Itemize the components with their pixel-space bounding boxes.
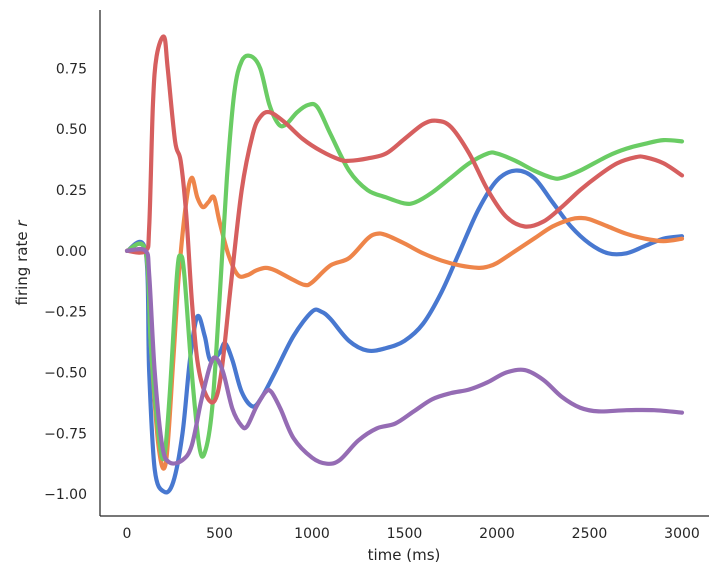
x-tick-label: 1500 [387, 526, 423, 542]
x-tick-label: 2000 [479, 526, 515, 542]
x-tick-label: 2500 [572, 526, 608, 542]
y-tick-label: 0.50 [56, 122, 87, 138]
y-tick-label: −1.00 [44, 487, 87, 503]
series-line-4 [124, 34, 685, 405]
y-tick-labels: 0.75 0.50 0.25 0.00 −0.25 −0.50 −0.75 −1.00 [44, 61, 87, 503]
y-tick-label: 0.00 [56, 244, 87, 260]
x-tick-label: 500 [206, 526, 233, 542]
y-axis-label: firing rate r [13, 220, 31, 306]
y-tick-label: 0.25 [56, 183, 87, 199]
y-tick-label: −0.50 [44, 365, 87, 381]
series-line-5 [124, 246, 685, 466]
series-lines [124, 34, 685, 495]
y-tick-label: −0.25 [44, 305, 87, 321]
x-tick-labels: 0 500 1000 1500 2000 2500 3000 [123, 526, 700, 542]
series-line-1 [124, 168, 685, 495]
x-axis-label: time (ms) [368, 546, 441, 564]
y-tick-label: 0.75 [56, 61, 87, 77]
series-line-3 [124, 53, 685, 462]
x-tick-label: 1000 [294, 526, 330, 542]
y-tick-label: −0.75 [44, 426, 87, 442]
x-tick-label: 3000 [664, 526, 700, 542]
x-tick-label: 0 [123, 526, 132, 542]
